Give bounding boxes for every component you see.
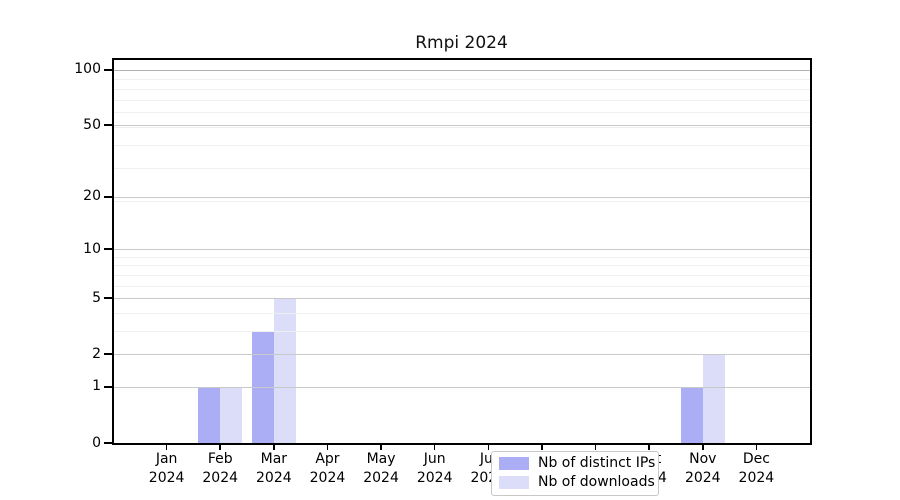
bar-downloads [702, 354, 725, 443]
x-axis-tick-label: Dec 2024 [738, 451, 775, 486]
x-axis-tick [380, 444, 382, 450]
x-axis-tick-label: Jun 2024 [416, 451, 453, 486]
bars-layer [113, 59, 810, 443]
legend-item-downloads: Nb of downloads [499, 475, 655, 490]
y-axis-tick [104, 248, 112, 250]
gridline-minor [113, 168, 810, 170]
legend: Nb of distinct IPs Nb of downloads [491, 451, 659, 496]
gridline-minor [113, 265, 810, 267]
gridline-minor [113, 330, 810, 332]
gridline-minor [113, 99, 810, 101]
x-axis-tick-label: Mar 2024 [256, 451, 292, 486]
bar-distinct-ips [198, 386, 221, 443]
gridline-minor [113, 112, 810, 114]
x-axis-tick-label: May 2024 [363, 451, 399, 486]
y-axis-tick [104, 442, 112, 444]
gridline-major [113, 354, 810, 356]
bar-distinct-ips [680, 386, 703, 443]
y-axis-tick [104, 196, 112, 198]
x-axis-tick-label: Jan 2024 [148, 451, 185, 486]
legend-item-distinct-ips: Nb of distinct IPs [499, 456, 655, 471]
x-axis-tick [541, 444, 543, 450]
axis-spine-bottom [111, 442, 812, 445]
y-axis-tick-label: 0 [92, 434, 101, 451]
axis-spine-top [111, 57, 812, 60]
gridline-minor [113, 354, 810, 356]
y-axis-tick [104, 69, 112, 71]
gridline-minor [113, 88, 810, 90]
x-axis-tick [755, 444, 758, 450]
x-axis-tick [326, 444, 329, 450]
y-axis-tick [104, 386, 112, 388]
gridline-minor [113, 79, 810, 81]
x-axis-tick-label: Apr 2024 [309, 451, 346, 486]
y-axis-tick-label: 2 [92, 345, 101, 362]
gridline-minor [113, 386, 810, 388]
bar-downloads [220, 386, 243, 443]
y-axis-tick-label: 50 [83, 116, 101, 133]
y-axis-tick-label: 100 [74, 61, 101, 78]
x-axis-tick [648, 444, 650, 450]
x-axis-tick [433, 444, 436, 450]
gridline-minor [113, 144, 810, 146]
bar-downloads [273, 298, 296, 443]
gridline-minor [113, 298, 810, 300]
axis-spine-right [809, 57, 812, 445]
x-axis-tick [487, 444, 490, 450]
bar-distinct-ips [251, 330, 274, 443]
gridline-minor [113, 312, 810, 314]
y-axis-tick-label: 10 [83, 240, 101, 257]
plot-area: Nb of distinct IPs Nb of downloads [113, 59, 810, 496]
gridline-major [113, 125, 810, 127]
y-axis-tick [104, 124, 112, 126]
chart-title: Rmpi 2024 [415, 33, 508, 53]
y-axis-tick-label: 1 [92, 378, 101, 395]
y-axis-tick-label: 20 [83, 188, 101, 205]
grid-layer [113, 59, 810, 443]
legend-label-distinct-ips: Nb of distinct IPs [538, 455, 656, 471]
gridline-major [113, 196, 810, 198]
legend-swatch-downloads-icon [499, 476, 529, 489]
x-axis-tick [165, 444, 168, 450]
y-axis-tick [104, 297, 112, 299]
gridline-major [113, 298, 810, 300]
x-axis-tick [702, 444, 704, 450]
gridline-minor [113, 126, 810, 128]
axis-spine-left [111, 57, 114, 445]
legend-swatch-distinct-ips-icon [499, 457, 529, 470]
gridline-major [113, 386, 810, 388]
x-axis-tick-label: Feb 2024 [202, 451, 239, 486]
x-axis-tick [273, 444, 275, 450]
y-axis-tick [104, 353, 112, 355]
x-axis-tick [594, 444, 597, 450]
x-axis-tick [219, 444, 221, 450]
y-axis-tick-label: 5 [92, 289, 101, 306]
legend-label-downloads: Nb of downloads [538, 474, 655, 490]
gridline-minor [113, 274, 810, 276]
gridline-minor [113, 256, 810, 258]
gridline-major [113, 69, 810, 71]
x-axis-tick-label: Nov 2024 [684, 451, 721, 486]
gridline-minor [113, 200, 810, 202]
gridline-major [113, 249, 810, 251]
gridline-minor [113, 285, 810, 287]
